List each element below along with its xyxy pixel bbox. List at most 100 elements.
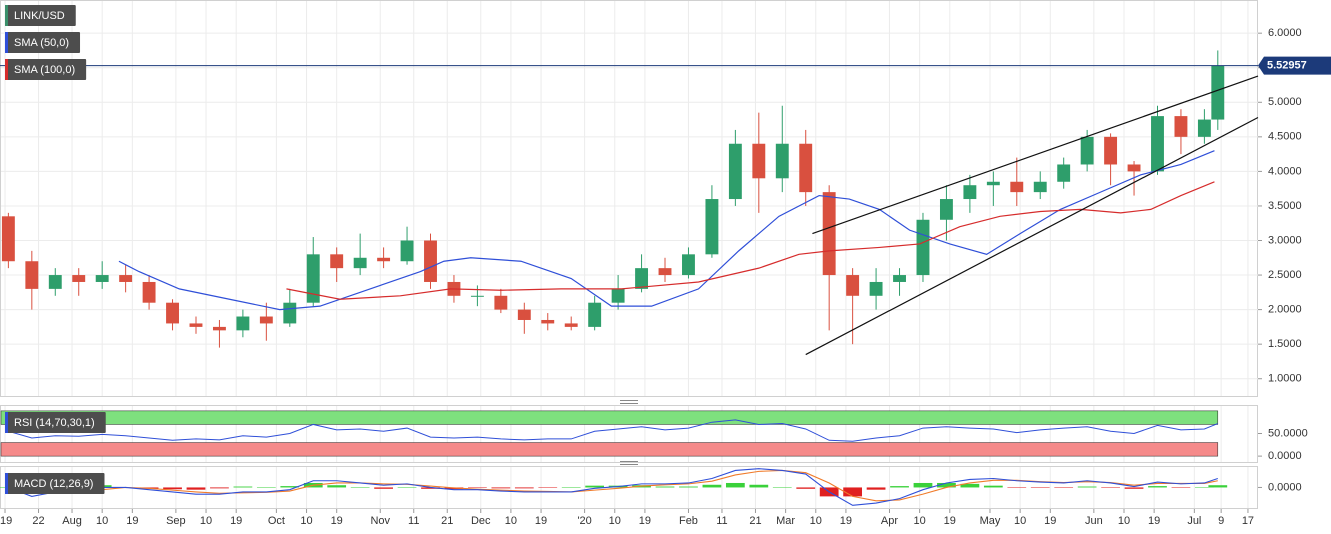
candle-body xyxy=(189,323,203,327)
histogram-bar xyxy=(585,485,605,488)
y-tick-label: 2.0000 xyxy=(1268,304,1302,316)
histogram-bar xyxy=(655,486,675,488)
x-tick-label: 10 xyxy=(609,515,621,527)
x-tick-label: Jun xyxy=(1085,515,1103,527)
candle-body xyxy=(72,275,86,282)
histogram-bar xyxy=(561,487,581,488)
trendline xyxy=(812,75,1259,235)
x-tick-label: 10 xyxy=(300,515,312,527)
x-tick-label: Feb xyxy=(679,515,698,527)
legend-label: SMA (50,0) xyxy=(14,37,69,49)
histogram-bar xyxy=(397,487,417,488)
histogram-bar xyxy=(163,487,182,490)
candle-body xyxy=(1127,164,1141,172)
y-tick-label: 4.5000 xyxy=(1268,131,1302,143)
candle-body xyxy=(377,257,391,262)
legend-swatch xyxy=(5,5,8,26)
rsi-line xyxy=(8,419,1218,442)
x-tick-label: Apr xyxy=(881,515,898,527)
x-tick-label: 11 xyxy=(408,515,419,527)
histogram-bar xyxy=(796,487,816,489)
candle-body xyxy=(1104,136,1118,165)
x-tick-label: 22 xyxy=(32,515,44,527)
x-tick-label: 19 xyxy=(1044,515,1056,527)
legend-box xyxy=(5,473,105,494)
panel-resize-handle[interactable] xyxy=(620,400,638,465)
candle-body xyxy=(1033,181,1047,193)
x-tick-label: Aug xyxy=(62,515,82,527)
candle-body xyxy=(658,268,672,276)
histogram-bar xyxy=(280,486,300,488)
y-tick-label: 50.0000 xyxy=(1268,427,1308,439)
legend-box xyxy=(5,59,87,80)
candle-body xyxy=(846,275,860,296)
histogram-bar xyxy=(679,486,698,488)
x-tick-label: May xyxy=(980,515,1001,527)
x-tick-label: 19 xyxy=(639,515,651,527)
candle-body xyxy=(963,185,977,200)
candle-body xyxy=(1211,65,1225,120)
x-tick-label: 19 xyxy=(535,515,547,527)
x-tick-label: Sep xyxy=(166,515,186,527)
candle-body xyxy=(682,254,695,276)
legend-item: SMA (50,0) xyxy=(5,32,81,53)
x-tick-label: 21 xyxy=(749,515,761,527)
histogram-bar xyxy=(960,483,980,488)
candle-body xyxy=(916,219,930,276)
histogram-bar xyxy=(350,487,370,488)
candle-body xyxy=(306,254,320,303)
candle-body xyxy=(705,199,719,255)
y-tick-label: 0.0000 xyxy=(1268,481,1302,493)
histogram-bar xyxy=(1077,486,1097,488)
legend-label: LINK/USD xyxy=(14,10,65,22)
x-tick-label: 19 xyxy=(840,515,852,527)
candle-body xyxy=(494,295,508,310)
x-tick-label: '20 xyxy=(577,515,591,527)
candle-body xyxy=(611,288,625,303)
legend-box xyxy=(5,5,76,26)
candle-body xyxy=(799,143,813,193)
oversold-band xyxy=(0,442,1219,457)
candle-body xyxy=(1197,119,1211,137)
legend-box xyxy=(5,32,81,53)
x-tick-label: 19 xyxy=(944,515,956,527)
trendline xyxy=(805,116,1259,356)
candle-body xyxy=(986,181,1000,186)
candle-body xyxy=(119,275,133,282)
candle-body xyxy=(517,309,531,320)
histogram-bar xyxy=(1208,485,1228,488)
x-tick-label: '19 xyxy=(0,515,12,527)
histogram-bar xyxy=(1171,487,1191,488)
histogram-bar xyxy=(937,482,956,488)
candle-body xyxy=(869,281,883,296)
candle-body xyxy=(822,192,836,276)
x-tick-label: Jul xyxy=(1187,515,1201,527)
y-tick-label: 3.0000 xyxy=(1268,234,1302,246)
histogram-bar xyxy=(421,487,440,489)
histogram-bar xyxy=(256,487,276,488)
x-tick-label: 10 xyxy=(1014,515,1026,527)
histogram-bar xyxy=(327,485,347,488)
candle-body xyxy=(752,143,766,179)
sma-line xyxy=(118,150,1215,311)
histogram-bar xyxy=(725,482,745,488)
candle-body xyxy=(236,316,250,331)
histogram-bar xyxy=(772,487,792,488)
x-tick-label: 10 xyxy=(914,515,926,527)
legend-item: MACD (12,26,9) xyxy=(5,473,105,494)
x-tick-label: Mar xyxy=(776,515,795,527)
histogram-bar xyxy=(1124,487,1144,489)
candle-body xyxy=(893,275,906,282)
x-tick-label: 19 xyxy=(1148,515,1160,527)
candle-body xyxy=(470,295,484,297)
candle-body xyxy=(939,199,953,220)
candle-body xyxy=(95,275,109,282)
overbought-band xyxy=(0,410,1219,425)
candle-body xyxy=(142,281,156,303)
histogram-bar xyxy=(1101,487,1120,488)
x-tick-label: Dec xyxy=(471,515,491,527)
x-tick-label: 9 xyxy=(1218,515,1224,527)
candle-body xyxy=(400,240,414,262)
candle-body xyxy=(1010,181,1024,193)
histogram-bar xyxy=(1054,487,1074,488)
